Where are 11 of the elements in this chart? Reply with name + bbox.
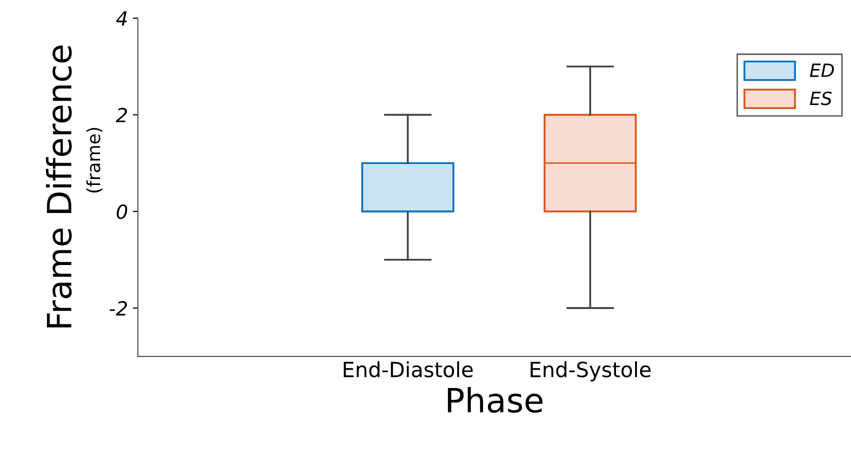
legend-label: ED [810, 64, 834, 77]
legend-label: ES [810, 92, 832, 106]
x-tick-label: End-Diastole [344, 361, 473, 378]
x-tick-label: End-Systole [530, 361, 651, 382]
text: (frame) [86, 128, 102, 192]
y-axis-title: Frame Difference [46, 46, 72, 328]
y-tick-label: -2 [110, 301, 127, 316]
y-tick-label: 0 [116, 204, 128, 220]
y-tick-label: 2 [116, 108, 127, 122]
y-tick-label: 4 [116, 11, 127, 26]
x-axis-title: Phase [448, 386, 542, 413]
